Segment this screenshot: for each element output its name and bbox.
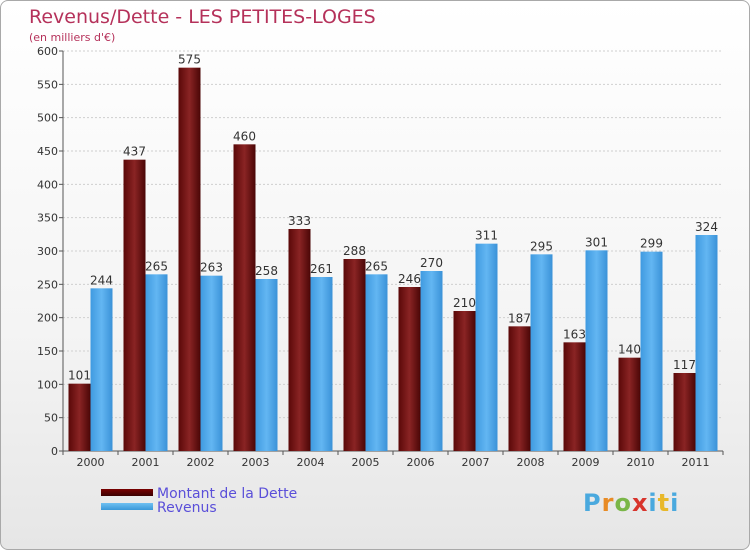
x-tick-label: 2010: [627, 456, 655, 469]
data-label-revenue: 265: [145, 259, 168, 273]
x-tick-label: 2006: [407, 456, 435, 469]
bar-debt: [343, 259, 366, 451]
bar-debt: [178, 67, 201, 452]
x-tick-label: 2005: [352, 456, 380, 469]
bar-debt: [123, 159, 146, 451]
legend-label-revenue: Revenus: [157, 500, 217, 516]
chart-title: Revenus/Dette - LES PETITES-LOGES: [29, 6, 376, 28]
y-tick-label: 600: [37, 45, 58, 58]
y-tick-label: 100: [37, 378, 58, 391]
y-tick-label: 50: [44, 412, 58, 425]
bar-debt: [508, 326, 531, 451]
bar-revenue: [145, 274, 168, 451]
legend-swatch-debt: [101, 489, 153, 496]
bar-revenue: [365, 274, 388, 451]
bar-debt: [398, 287, 421, 451]
y-tick-label: 150: [37, 345, 58, 358]
data-label-revenue: 270: [420, 256, 443, 270]
bar-revenue: [640, 251, 663, 451]
bar-revenue: [530, 254, 553, 451]
x-tick-label: 2008: [517, 456, 545, 469]
data-label-debt: 210: [453, 296, 476, 310]
bar-debt: [453, 311, 476, 451]
data-label-revenue: 301: [585, 235, 608, 249]
legend-label-debt: Montant de la Dette: [157, 486, 298, 502]
y-tick-label: 450: [37, 145, 58, 158]
bar-debt: [618, 357, 641, 451]
proxiti-logo: Proxiti: [583, 489, 680, 517]
data-label-debt: 288: [343, 244, 366, 258]
bar-debt: [288, 229, 311, 451]
bar-debt: [233, 144, 256, 452]
legend-swatch-revenue: [101, 503, 153, 510]
bar-revenue: [585, 250, 608, 451]
bar-revenue: [695, 235, 718, 451]
data-label-debt: 163: [563, 327, 586, 341]
data-label-debt: 333: [288, 214, 311, 228]
data-label-debt: 101: [68, 369, 91, 383]
x-tick-label: 2001: [132, 456, 160, 469]
data-label-debt: 187: [508, 311, 531, 325]
bar-revenue: [310, 277, 333, 451]
bar-debt: [673, 373, 696, 451]
y-tick-label: 500: [37, 112, 58, 125]
data-label-debt: 246: [398, 272, 421, 286]
x-tick-label: 2011: [682, 456, 710, 469]
chart-subtitle: (en milliers d'€): [29, 31, 116, 44]
data-label-revenue: 258: [255, 264, 278, 278]
bar-debt: [68, 383, 91, 451]
x-tick-label: 2002: [187, 456, 215, 469]
y-tick-label: 0: [51, 445, 58, 458]
data-label-debt: 460: [233, 129, 256, 143]
data-label-revenue: 261: [310, 262, 333, 276]
bar-revenue: [200, 275, 223, 451]
data-label-debt: 117: [673, 358, 696, 372]
data-label-debt: 575: [178, 53, 201, 67]
bar-revenue: [255, 279, 278, 451]
data-label-debt: 437: [123, 145, 146, 159]
bar-revenue: [475, 243, 498, 451]
bar-debt: [563, 342, 586, 451]
bar-revenue: [420, 271, 443, 451]
data-label-debt: 140: [618, 343, 641, 357]
x-tick-label: 2003: [242, 456, 270, 469]
y-tick-label: 550: [37, 78, 58, 91]
y-tick-label: 400: [37, 178, 58, 191]
data-label-revenue: 311: [475, 229, 498, 243]
y-tick-label: 250: [37, 278, 58, 291]
x-tick-label: 2004: [297, 456, 325, 469]
bar-revenue: [90, 288, 113, 451]
x-tick-label: 2007: [462, 456, 490, 469]
data-label-revenue: 324: [695, 220, 718, 234]
x-tick-label: 2000: [77, 456, 105, 469]
data-label-revenue: 244: [90, 273, 113, 287]
y-tick-label: 350: [37, 212, 58, 225]
y-tick-label: 300: [37, 245, 58, 258]
data-label-revenue: 295: [530, 239, 553, 253]
x-tick-label: 2009: [572, 456, 600, 469]
data-label-revenue: 299: [640, 237, 663, 251]
data-label-revenue: 263: [200, 261, 223, 275]
y-tick-label: 200: [37, 312, 58, 325]
data-label-revenue: 265: [365, 259, 388, 273]
